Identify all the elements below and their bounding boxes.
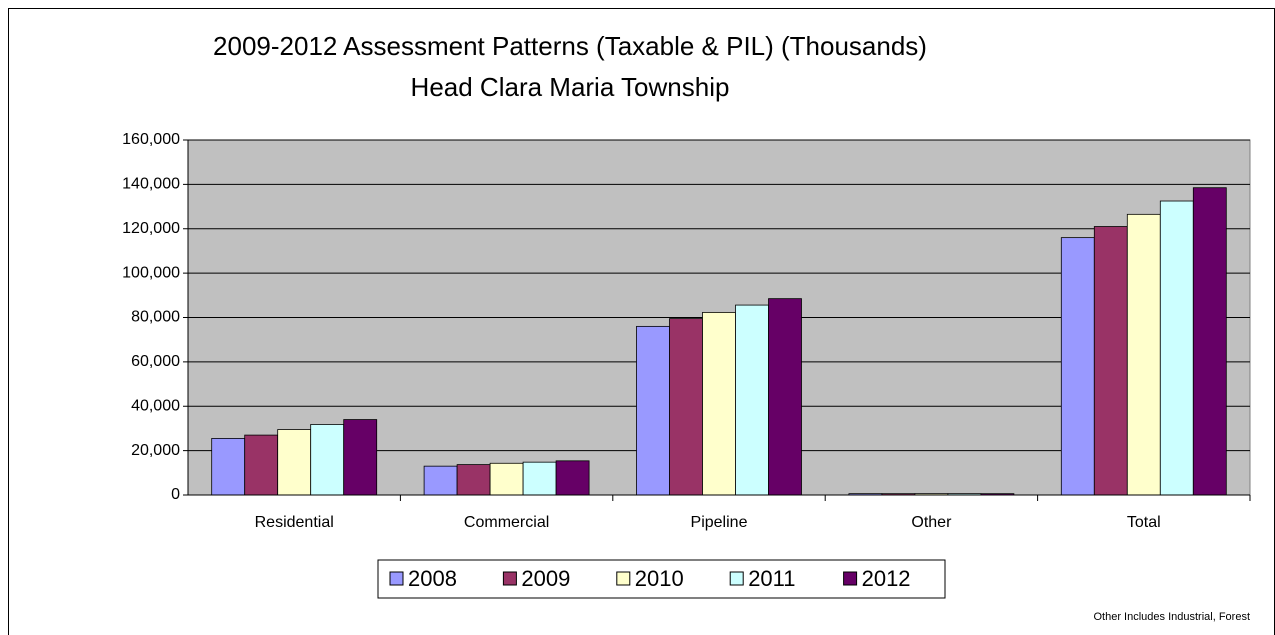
y-tick-label: 40,000 — [131, 397, 180, 414]
legend-label: 2008 — [408, 566, 457, 591]
x-tick-label: Pipeline — [691, 514, 748, 531]
bar — [1126, 213, 1161, 496]
legend-swatch — [843, 571, 858, 586]
legend-swatch — [729, 571, 744, 586]
bar — [277, 429, 312, 496]
y-tick-label: 100,000 — [122, 264, 180, 281]
bar — [735, 304, 769, 496]
legend-label: 2011 — [748, 566, 795, 591]
legend-swatch — [389, 571, 404, 586]
bar — [456, 464, 491, 496]
legend-label: 2009 — [521, 566, 570, 591]
chart-title: 2009-2012 Assessment Patterns (Taxable &… — [213, 31, 927, 61]
y-tick-label: 80,000 — [131, 309, 180, 326]
chart-subtitle: Head Clara Maria Township — [411, 72, 730, 102]
legend-label: 2012 — [862, 566, 911, 591]
y-tick-label: 120,000 — [122, 220, 180, 237]
bar — [669, 318, 703, 496]
bar — [1159, 200, 1194, 496]
bar — [423, 465, 458, 496]
x-tick-label: Other — [911, 514, 952, 531]
y-tick-label: 60,000 — [131, 353, 180, 370]
bar — [1192, 187, 1227, 496]
footnote: Other Includes Industrial, Forest — [1093, 611, 1250, 623]
bar — [768, 298, 802, 496]
bar — [310, 424, 345, 496]
bar — [522, 461, 557, 496]
bar — [343, 419, 378, 496]
x-tick-label: Residential — [255, 514, 334, 531]
legend-swatch — [616, 571, 631, 586]
y-tick-label: 0 — [171, 486, 180, 503]
legend — [377, 559, 946, 599]
bar — [636, 325, 670, 496]
x-tick-label: Commercial — [464, 514, 549, 531]
legend-label: 2010 — [635, 566, 684, 591]
bar — [702, 311, 736, 496]
bar — [1093, 226, 1128, 496]
legend-swatch — [502, 571, 517, 586]
y-tick-label: 140,000 — [122, 176, 180, 193]
x-tick-label: Total — [1127, 514, 1161, 531]
bar — [555, 460, 590, 496]
bar — [489, 462, 524, 496]
bar — [244, 434, 279, 496]
y-tick-label: 20,000 — [131, 442, 180, 459]
bar — [1060, 237, 1095, 496]
y-tick-label: 160,000 — [122, 131, 180, 148]
bar — [211, 438, 246, 496]
